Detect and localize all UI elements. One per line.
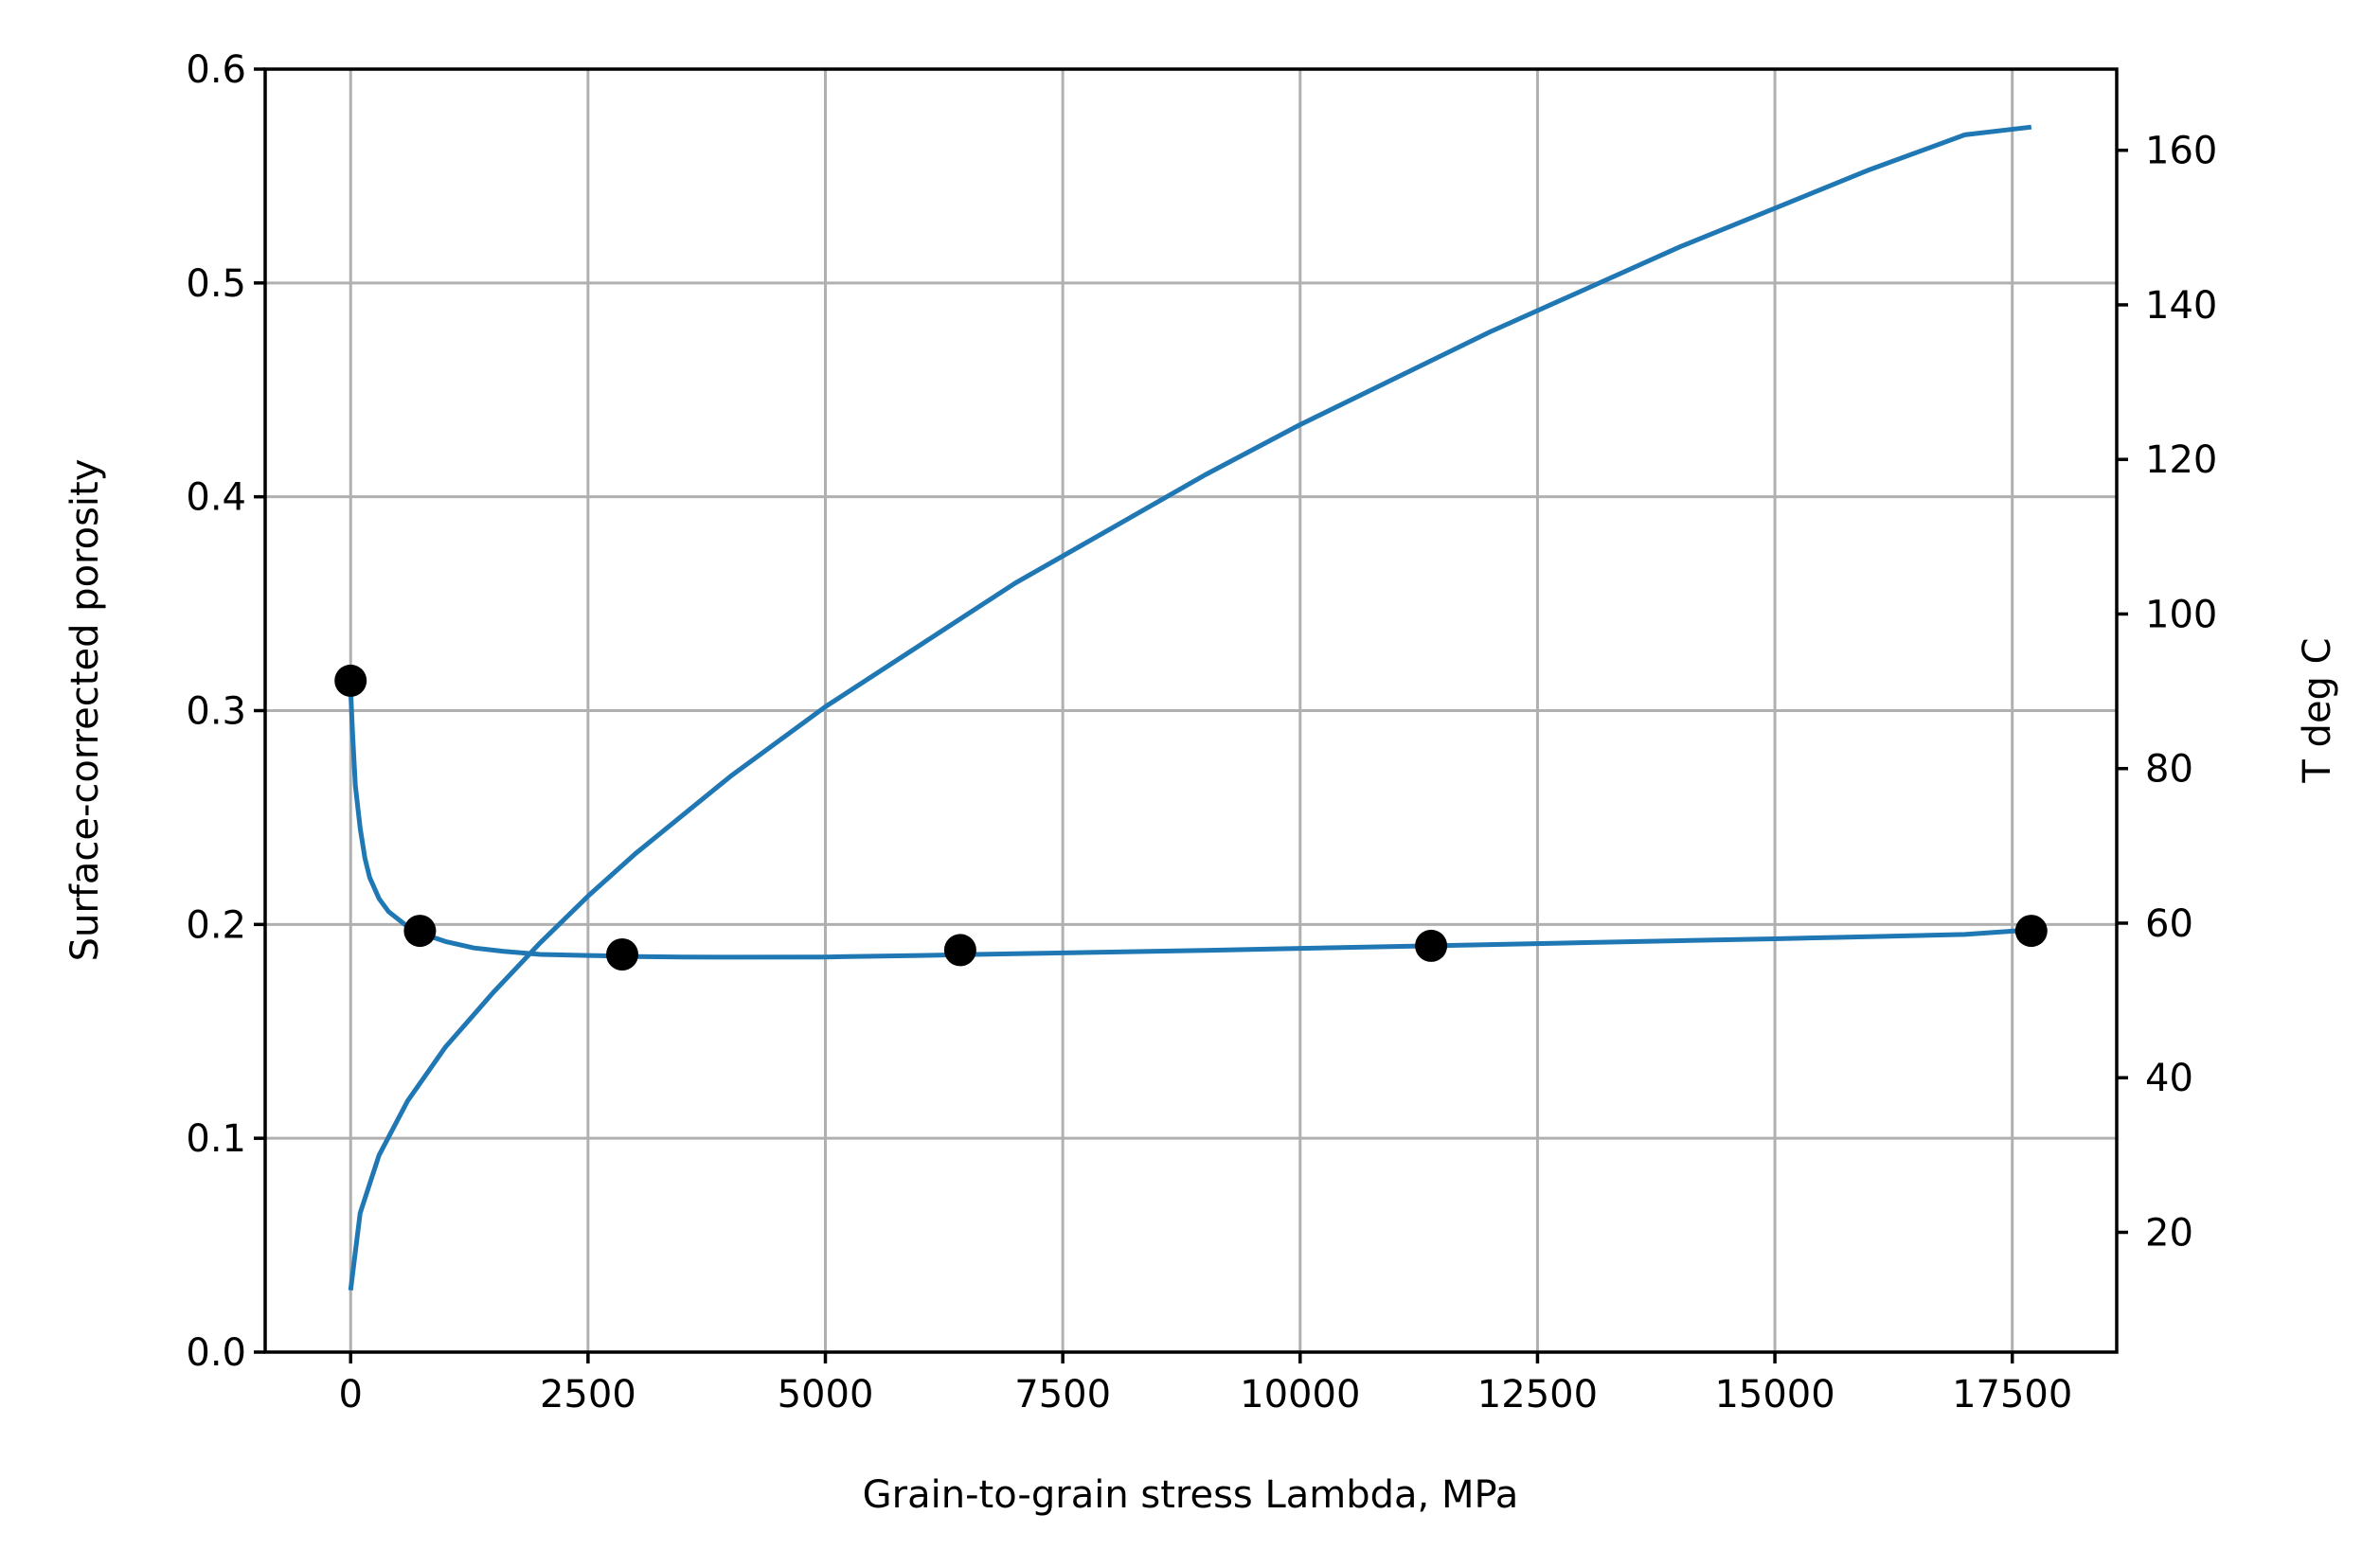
x-tick-label: 7500 (1014, 1373, 1111, 1416)
x-tick-label: 0 (339, 1373, 363, 1416)
y-right-tick-label: 80 (2145, 748, 2193, 792)
porosity-data-point (334, 664, 367, 697)
porosity-data-point (2014, 915, 2048, 948)
x-axis-title: Grain-to-grain stress Lambda, MPa (863, 1473, 1519, 1517)
y-tick-label: 0.5 (186, 262, 246, 306)
x-tick-label: 12500 (1477, 1373, 1598, 1416)
x-tick-label: 5000 (778, 1373, 874, 1416)
y-tick-label: 0.0 (186, 1331, 246, 1375)
porosity-fit-line (348, 688, 2031, 960)
y-right-tick-label: 160 (2145, 130, 2217, 173)
x-tick-label: 10000 (1240, 1373, 1360, 1416)
y-axis-title: Surface-corrected porosity (63, 459, 107, 962)
temperature-line (348, 124, 2032, 1292)
y-tick-label: 0.4 (186, 476, 246, 520)
y-right-tick-label: 60 (2145, 902, 2193, 946)
y-right-tick-label: 20 (2145, 1211, 2193, 1255)
y-tick-label: 0.1 (186, 1117, 246, 1161)
y-tick-label: 0.6 (186, 48, 246, 92)
y-right-axis-title: T deg C (2296, 637, 2339, 783)
x-tick-label: 2500 (540, 1373, 636, 1416)
ticks: 0 2500 5000 7500 10000 12500 15000 17500 0.0 0.1 0… (186, 48, 2217, 1416)
porosity-data-point (606, 938, 638, 971)
y-right-tick-label: 100 (2145, 593, 2217, 636)
x-tick-label: 17500 (1952, 1373, 2072, 1416)
y-right-tick-label: 40 (2145, 1057, 2193, 1100)
x-tick-label: 15000 (1714, 1373, 1834, 1416)
y-right-tick-label: 140 (2145, 284, 2217, 328)
y-right-tick-label: 120 (2145, 438, 2217, 482)
porosity-data-point (943, 934, 976, 967)
porosity-data-point (403, 915, 437, 948)
series-layer (334, 124, 2048, 1292)
porosity-data-point (1415, 929, 1448, 962)
y-tick-label: 0.3 (186, 690, 246, 734)
y-tick-label: 0.2 (186, 903, 246, 947)
